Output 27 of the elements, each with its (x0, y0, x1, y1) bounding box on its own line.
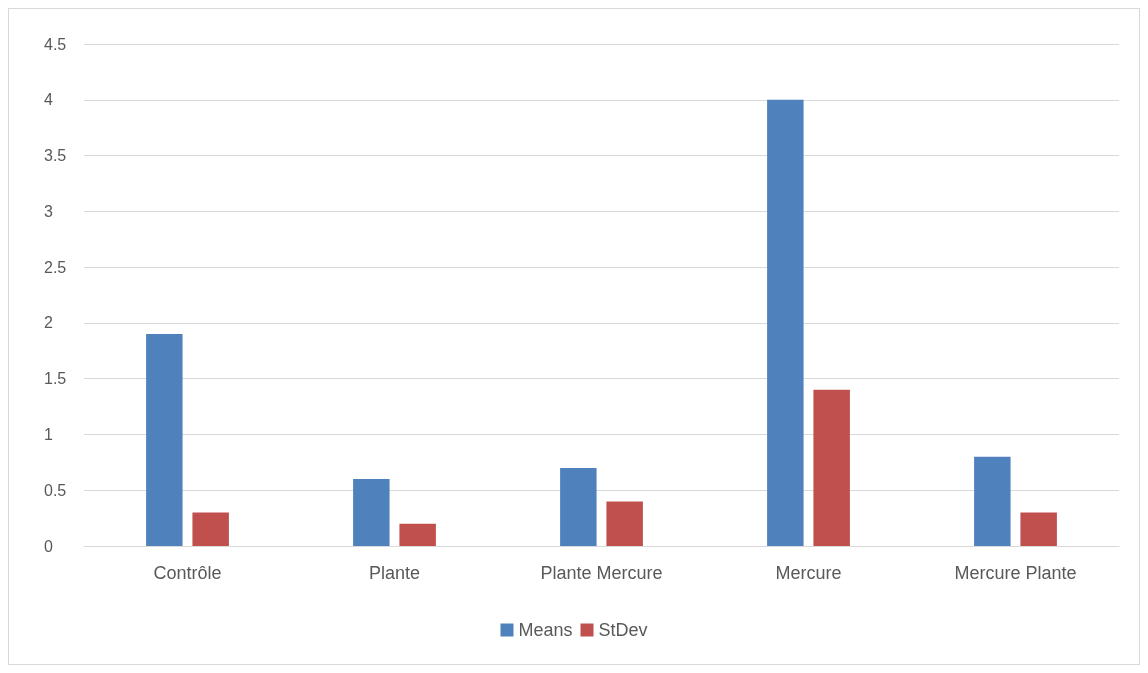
y-tick-label: 3.5 (44, 147, 67, 165)
y-tick-label: 2.5 (44, 258, 67, 276)
y-tick-label: 1 (44, 425, 53, 443)
bar (974, 456, 1011, 546)
bar (606, 501, 643, 546)
bar (813, 389, 850, 546)
legend-label: StDev (598, 620, 648, 640)
bar (1020, 512, 1057, 546)
x-tick-label: Contrôle (153, 563, 222, 583)
y-tick-label: 0.5 (44, 481, 67, 499)
y-tick-label: 1.5 (44, 370, 67, 388)
legend-label: Means (518, 620, 573, 640)
x-tick-label: Plante (368, 563, 421, 583)
bar (192, 512, 229, 546)
x-tick-label: Mercure (775, 563, 842, 583)
y-tick-label: 4.5 (44, 35, 67, 53)
bar (399, 523, 436, 546)
y-tick-label: 0 (44, 537, 53, 555)
y-tick-label: 3 (44, 202, 53, 220)
bar (767, 99, 804, 546)
bar (560, 467, 597, 546)
bar (146, 334, 183, 546)
y-tick-label: 2 (44, 314, 53, 332)
x-tick-label: Plante Mercure (540, 563, 663, 583)
bar (353, 479, 390, 546)
x-tick-label: Mercure Plante (954, 563, 1077, 583)
y-tick-label: 4 (44, 91, 53, 109)
